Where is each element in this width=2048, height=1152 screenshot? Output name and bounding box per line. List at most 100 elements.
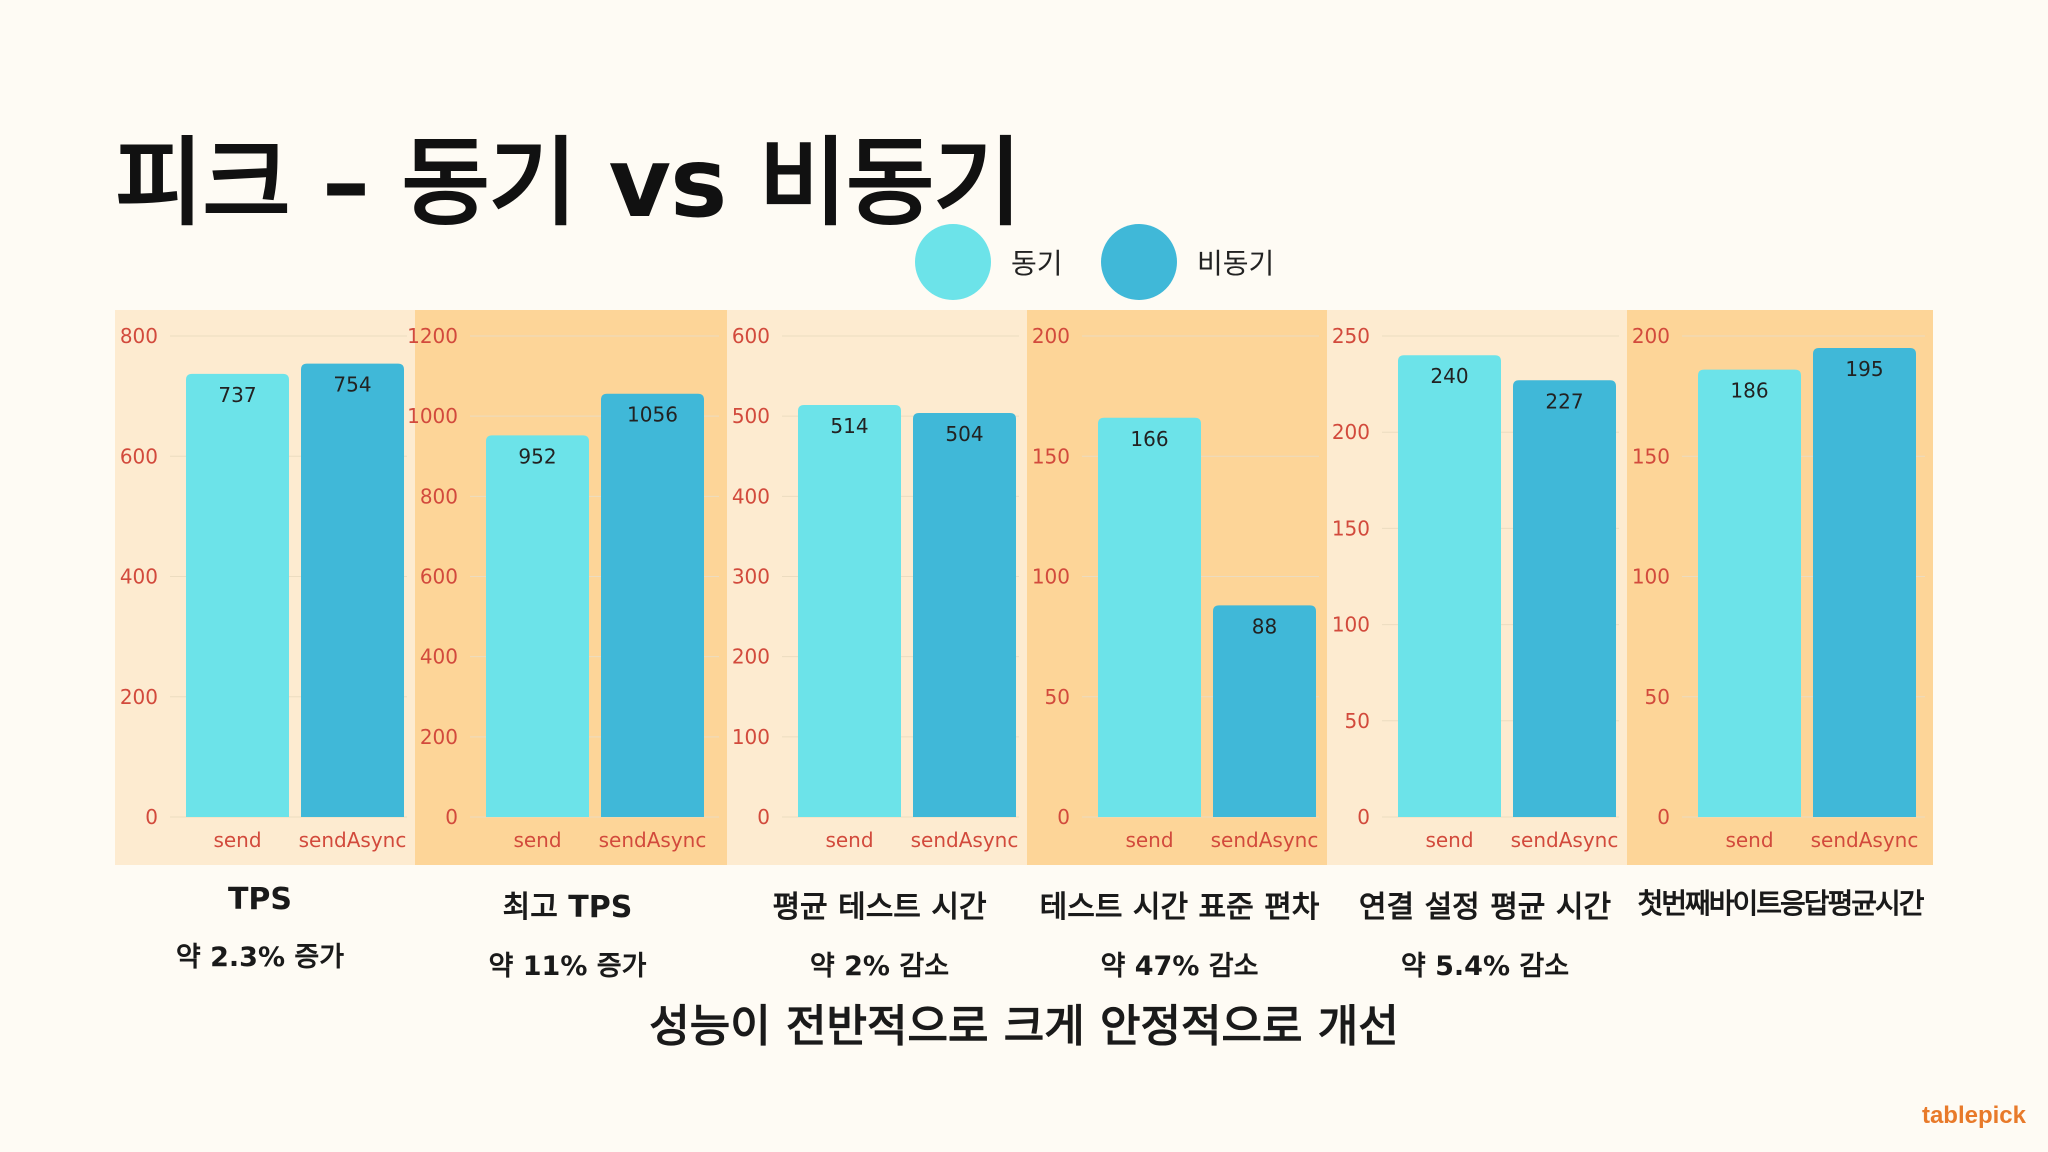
data-label: 88 [1252,614,1277,638]
bar-chart-3: 0 50 100 150 200 166 send 88 sendAsync [1032,324,1319,852]
y-tick-label: 0 [445,805,458,829]
y-tick-label: 150 [1632,444,1670,468]
y-tick-label: 200 [1632,324,1670,348]
y-tick-label: 200 [1032,324,1070,348]
y-tick-label: 600 [420,565,458,589]
chart-panel-1: 0 200 400 600 800 1000 1200 952 send 1056 sendAsyn… [407,310,727,865]
bar-chart-5: 0 50 100 150 200 186 send 195 sendAsync [1632,324,1925,852]
x-tick-label: sendAsync [911,828,1019,852]
bar-send [798,404,901,817]
y-tick-label: 1200 [407,324,458,348]
bar-send [1698,369,1801,817]
caption-2: 평균 테스트 시간 약 2% 감소 [727,882,1032,983]
caption-1: 최고 TPS 약 11% 증가 [415,882,720,983]
caption-metric: 연결 설정 평균 시간 [1358,890,1612,925]
x-tick-label: sendAsync [599,828,707,852]
caption-metric: 테스트 시간 표준 편차 [1039,890,1320,925]
bar-sendAsync [601,393,704,817]
x-tick-label: send [1725,828,1773,852]
caption-5: 첫번째바이트응답평균시간 [1615,882,1945,940]
x-tick-label: sendAsync [1211,828,1319,852]
y-tick-label: 100 [1632,565,1670,589]
chart-panel-0: 0 200 400 600 800 737 send 754 sendAsync [115,310,415,865]
y-tick-label: 200 [1332,420,1370,444]
y-tick-label: 800 [420,484,458,508]
x-tick-label: send [1425,828,1473,852]
y-tick-label: 1000 [407,404,458,428]
x-tick-label: send [1125,828,1173,852]
bar-sendAsync [1513,380,1616,817]
caption-metric: TPS [227,882,293,917]
bar-chart-4: 0 50 100 150 200 250 240 send 227 sendAsync [1332,324,1619,852]
bar-send [486,435,589,817]
x-tick-label: sendAsync [299,828,407,852]
y-tick-label: 0 [757,805,770,829]
caption-metric: 평균 테스트 시간 [772,890,987,925]
page-title: 피크 – 동기 vs 비동기 [115,127,1022,239]
x-tick-label: send [213,828,261,852]
chart-panel-5: 0 50 100 150 200 186 send 195 sendAsync [1627,310,1933,865]
data-label: 227 [1545,389,1583,413]
caption-change: 약 2% 감소 [809,951,950,982]
bar-sendAsync [913,412,1016,817]
y-tick-label: 400 [732,484,770,508]
data-label: 186 [1730,379,1768,403]
y-tick-label: 50 [1645,685,1670,709]
y-tick-label: 600 [120,444,158,468]
x-tick-label: sendAsync [1811,828,1919,852]
tablepick-logo: tablepick [1921,1102,2026,1129]
data-label: 166 [1130,427,1168,451]
y-tick-label: 100 [1332,613,1370,637]
caption-change: 약 47% 감소 [1100,951,1259,982]
y-tick-label: 200 [420,725,458,749]
caption-0: TPS 약 2.3% 증가 [115,882,405,974]
y-tick-label: 400 [120,565,158,589]
y-tick-label: 0 [145,805,158,829]
y-tick-label: 500 [732,404,770,428]
y-tick-label: 200 [732,645,770,669]
legend-swatch-sync [915,224,991,300]
data-label: 1056 [627,403,678,427]
bar-send [1098,417,1201,817]
legend-label-sync: 동기 [1011,247,1063,280]
data-label: 195 [1845,357,1883,381]
y-tick-label: 100 [732,725,770,749]
y-tick-label: 150 [1332,516,1370,540]
caption-change: 약 5.4% 감소 [1400,951,1570,982]
bar-chart-0: 0 200 400 600 800 737 send 754 sendAsync [120,324,407,852]
legend: 동기 비동기 [0,224,2048,304]
bar-chart-2: 0 100 200 300 400 500 600 514 send 504 sendAsync [732,324,1019,852]
chart-panel-2: 0 100 200 300 400 500 600 514 send 504 sendAsync [727,310,1027,865]
y-tick-label: 400 [420,645,458,669]
legend-swatch-async [1101,224,1177,300]
y-tick-label: 50 [1345,709,1370,733]
y-tick-label: 0 [1057,805,1070,829]
chart-panel-4: 0 50 100 150 200 250 240 send 227 sendAsync [1327,310,1627,865]
bar-chart-1: 0 200 400 600 800 1000 1200 952 send 1056 sendAsyn… [407,324,719,852]
summary-text: 성능이 전반적으로 크게 안정적으로 개선 [649,1001,1399,1052]
legend-label-async: 비동기 [1197,247,1275,280]
y-tick-label: 800 [120,324,158,348]
caption-change: 약 11% 증가 [488,951,647,982]
data-label: 737 [218,383,256,407]
y-tick-label: 0 [1657,805,1670,829]
y-tick-label: 100 [1032,565,1070,589]
charts-area: 0 200 400 600 800 737 send 754 sendAsync 0 200 400 6… [115,310,1933,865]
caption-3: 테스트 시간 표준 편차 약 47% 감소 [1027,882,1332,983]
bar-sendAsync [301,363,404,817]
y-tick-label: 0 [1357,805,1370,829]
caption-change: 약 2.3% 증가 [175,942,345,973]
y-tick-label: 200 [120,685,158,709]
bar-send [186,373,289,817]
caption-4: 연결 설정 평균 시간 약 5.4% 감소 [1340,882,1630,983]
y-tick-label: 150 [1032,444,1070,468]
caption-metric: 첫번째바이트응답평균시간 [1637,887,1924,920]
data-label: 952 [518,444,556,468]
data-label: 240 [1430,364,1468,388]
y-tick-label: 50 [1045,685,1070,709]
x-tick-label: send [825,828,873,852]
caption-metric: 최고 TPS [502,890,633,925]
x-tick-label: sendAsync [1511,828,1619,852]
y-tick-label: 300 [732,565,770,589]
data-label: 754 [333,373,371,397]
